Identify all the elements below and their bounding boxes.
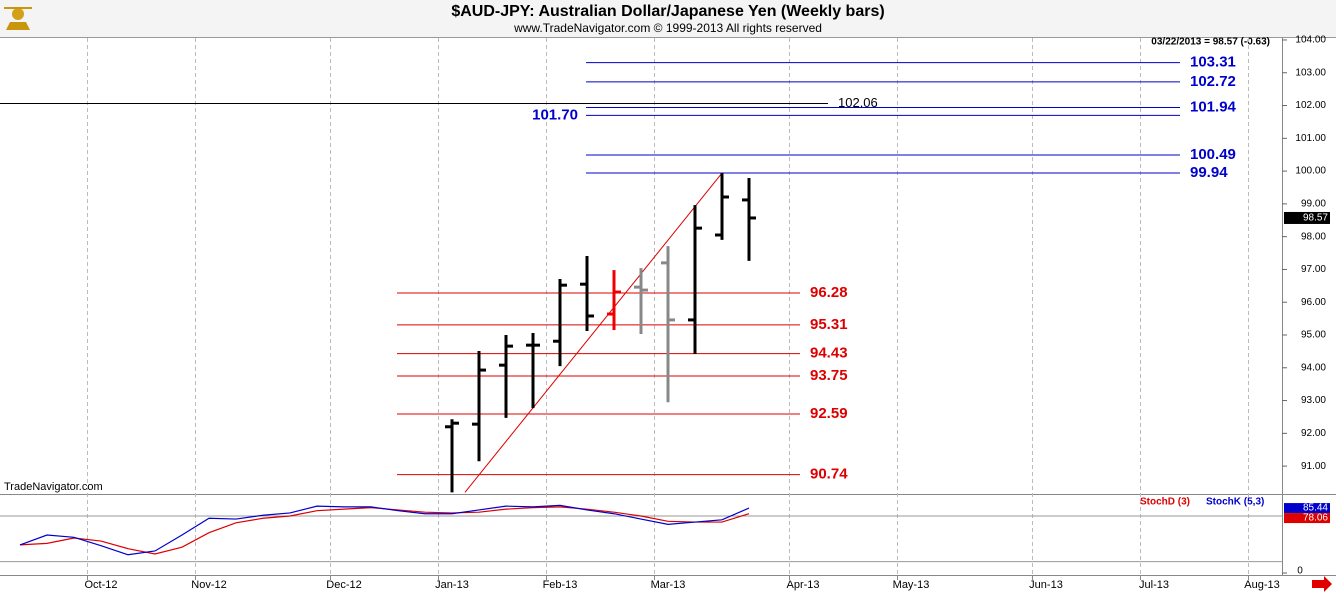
scroll-arrow[interactable] (1312, 576, 1332, 592)
y-tick-label: 95.00 (1301, 330, 1326, 341)
x-tick-label: Dec-12 (326, 579, 361, 591)
last-price-box (1284, 211, 1330, 224)
watermark: TradeNavigator.com (4, 481, 103, 493)
x-tick-label: Jul-13 (1139, 579, 1169, 591)
chart-title: $AUD-JPY: Australian Dollar/Japanese Yen… (451, 3, 884, 20)
x-tick-label: May-13 (893, 579, 930, 591)
level-label: 101.94 (1190, 98, 1237, 115)
x-tick-label: Apr-13 (786, 579, 819, 591)
y-tick-label: 104.00 (1295, 35, 1326, 46)
x-tick-label: Oct-12 (84, 579, 117, 591)
y-tick-label: 101.00 (1295, 133, 1326, 144)
last-value-box (1284, 503, 1330, 514)
y-tick-label: 99.00 (1301, 199, 1326, 210)
header (0, 0, 1336, 37)
y-tick-label: 96.00 (1301, 297, 1326, 308)
y-tick-label: 97.00 (1301, 264, 1326, 275)
stoch-panel (0, 504, 1282, 563)
chart-subtitle: www.TradeNavigator.com © 1999-2013 All r… (513, 21, 822, 35)
level-label: 90.74 (810, 466, 848, 483)
level-label: 103.31 (1190, 54, 1236, 71)
trendline (464, 172, 723, 493)
last-value-box (1284, 513, 1330, 524)
y-tick-label: 100.00 (1295, 166, 1326, 177)
legend-entry: StochD (3) (1140, 497, 1190, 508)
level-label: 92.59 (810, 405, 848, 422)
legend-entry: StochK (5,3) (1206, 497, 1264, 508)
x-tick-label: Jun-13 (1029, 579, 1063, 591)
y-tick-label: 92.00 (1301, 428, 1326, 439)
y-tick-label: 103.00 (1295, 67, 1326, 78)
level-label: 94.43 (810, 345, 848, 362)
level-label: 99.94 (1190, 164, 1228, 181)
level-label: 96.28 (810, 284, 848, 301)
last-value-label: 78.06 (1303, 513, 1328, 524)
x-tick-label: Nov-12 (191, 579, 226, 591)
x-tick-label: Feb-13 (543, 579, 578, 591)
y-tick-label: 98.00 (1301, 231, 1326, 242)
level-label: 102.06 (838, 95, 878, 110)
logo (4, 7, 32, 30)
grid (87, 38, 1249, 575)
x-tick-label: Aug-13 (1244, 579, 1279, 591)
level-label: 93.75 (810, 367, 848, 384)
stoch-line (19, 504, 750, 556)
level-label: 100.49 (1190, 146, 1236, 163)
x-tick-label: Jan-13 (435, 579, 469, 591)
level-label: 102.72 (1190, 73, 1236, 90)
y-tick-label: 93.00 (1301, 395, 1326, 406)
axes: Oct-12 Nov-12 Dec-12 Jan-13 Feb-13 Mar-13 Apr-… (84, 35, 1330, 591)
x-tick-label: Mar-13 (651, 579, 686, 591)
last-quote: 03/22/2013 = 98.57 (-0.63) (1151, 37, 1270, 48)
y-tick-label: 102.00 (1295, 100, 1326, 111)
y-tick-label: 91.00 (1301, 461, 1326, 472)
last-value-label: 85.44 (1303, 503, 1328, 514)
level-label: 101.70 (532, 106, 578, 123)
stoch-y-tick-label: 0 (1297, 566, 1303, 577)
y-tick-label: 94.00 (1301, 362, 1326, 373)
level-label: 95.31 (810, 316, 848, 333)
last-price-label: 98.57 (1303, 213, 1328, 224)
